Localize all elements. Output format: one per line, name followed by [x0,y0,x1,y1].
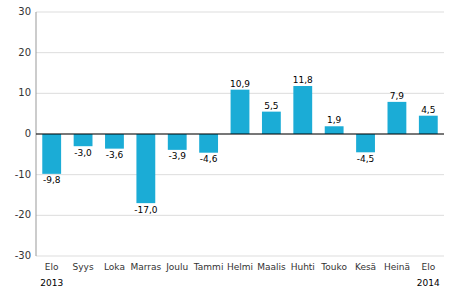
year-label: 2014 [417,278,440,288]
x-tick-label: Elo [45,262,59,272]
y-tick-label: -30 [15,250,31,261]
data-label: -3,0 [74,148,92,158]
x-tick-label: Marras [130,262,161,272]
annotations: 2013 2014 [40,278,440,288]
x-axis: Elo Syys Loka Marras Joulu TammiHelmi Maalis Hu… [45,262,436,272]
bar [136,134,155,203]
y-tick-label: -10 [15,169,31,180]
x-tick-label: Tammi [193,262,224,272]
x-tick-label: Huhti [291,262,315,272]
chart-container: -30 -20 -10 0 10 20 30 -9,8 -3,0 -3,6 -17,0 -3,9 -4,… [0,0,454,302]
bar [74,134,93,146]
data-label: -4,5 [357,154,375,164]
x-tick-label: Touko [320,262,347,272]
grid [36,12,444,256]
data-labels: -9,8 -3,0 -3,6 -17,0 -3,9 -4,6 10,9 5,5 11,8 1,9 -… [43,75,436,215]
data-label: 4,5 [421,105,435,115]
data-label: 7,9 [390,91,405,101]
grid-line [36,256,444,257]
x-tick-label: Loka [104,262,125,272]
data-label: 5,5 [264,101,278,111]
bar [388,102,407,134]
y-tick-label: 20 [18,47,31,58]
x-tick-label: Syys [73,262,94,272]
bar [231,90,250,134]
y-tick-label: 0 [25,128,31,139]
y-tick-label: 30 [18,6,31,17]
x-tick-label: Helmi [227,262,253,272]
bar [199,134,218,153]
x-tick-label: Kesä [355,262,376,272]
x-tick-label: Elo [421,262,435,272]
bar [262,112,281,134]
chart-svg: -30 -20 -10 0 10 20 30 -9,8 -3,0 -3,6 -17,0 -3,9 -4,… [0,0,454,302]
bars [42,86,437,203]
x-tick-label: Maalis [257,262,286,272]
bar [356,134,375,152]
bar [325,126,344,134]
y-axis: -30 -20 -10 0 10 20 30 [15,6,36,261]
y-tick-label: 10 [18,87,31,98]
bar [419,116,438,134]
year-label: 2013 [40,278,63,288]
x-tick-label: Heinä [384,262,410,272]
grid-line [36,52,444,53]
grid-line [36,215,444,216]
bar [105,134,124,149]
data-label: -17,0 [134,205,158,215]
data-label: 10,9 [230,79,250,89]
data-label: 11,8 [293,75,313,85]
data-label: -3,6 [106,150,124,160]
bar [293,86,312,134]
data-label: 1,9 [327,115,342,125]
x-tick-label: Joulu [165,262,188,272]
bar [168,134,187,150]
data-label: -3,9 [168,151,186,161]
zero-line [36,134,444,135]
bar [42,134,61,174]
grid-line [36,134,444,135]
y-tick-label: -20 [15,209,31,220]
data-label: -4,6 [200,154,218,164]
grid-line [36,174,444,175]
grid-line [36,12,444,13]
data-label: -9,8 [43,175,61,185]
